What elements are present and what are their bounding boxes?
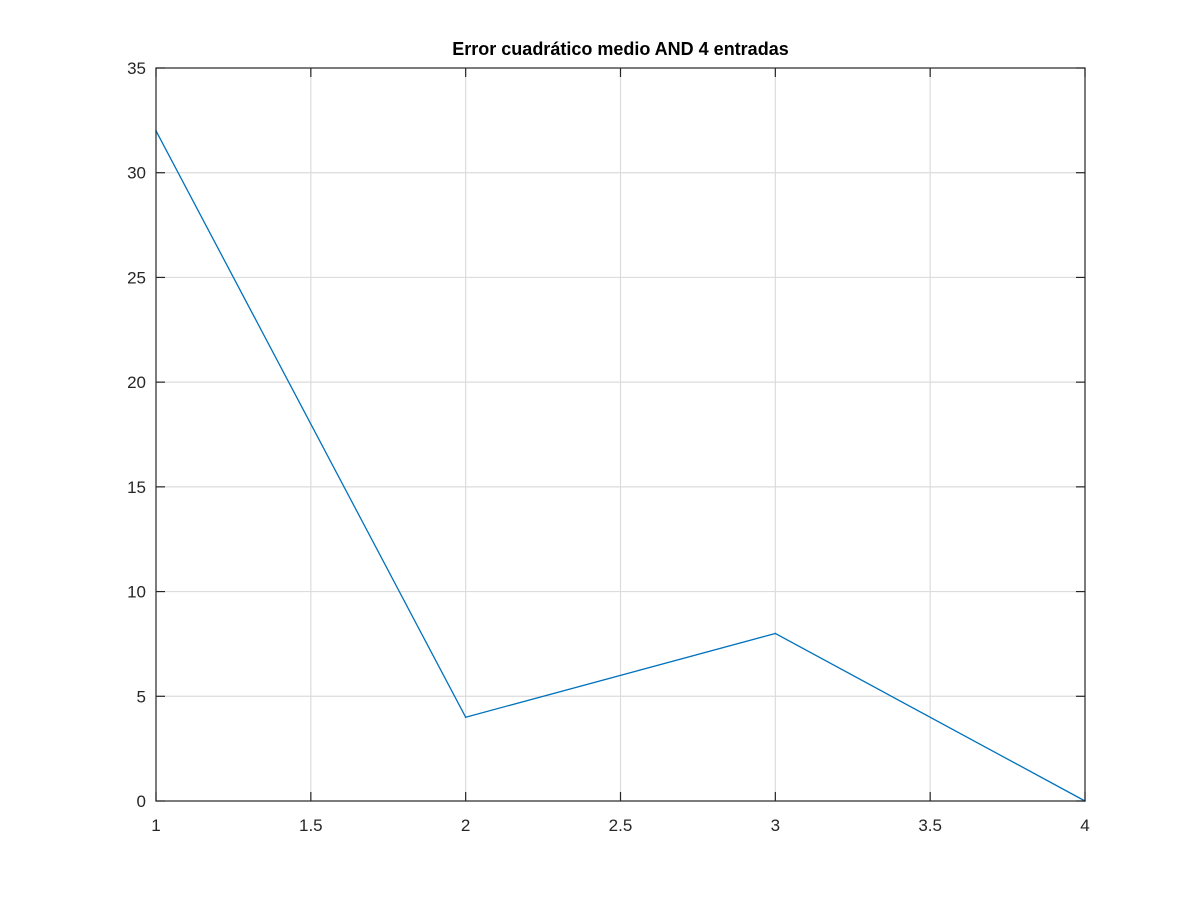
data-point — [464, 716, 467, 719]
x-tick-label: 4 — [1080, 816, 1089, 835]
y-tick-label: 10 — [127, 583, 146, 602]
x-tick-label: 3 — [771, 816, 780, 835]
y-tick-label: 5 — [137, 687, 146, 706]
y-tick-label: 0 — [137, 792, 146, 811]
x-tick-label: 2.5 — [609, 816, 633, 835]
data-point — [774, 632, 777, 635]
x-tick-labels: 1 1.5 2 2.5 3 3.5 4 — [151, 816, 1089, 835]
y-tick-labels: 0 5 10 15 20 25 30 35 — [127, 59, 146, 811]
x-tick-label: 3.5 — [918, 816, 942, 835]
x-tick-label: 2 — [461, 816, 470, 835]
y-tick-label: 30 — [127, 164, 146, 183]
y-tick-label: 35 — [127, 59, 146, 78]
chart-title: Error cuadrático medio AND 4 entradas — [452, 39, 788, 59]
grid — [156, 68, 1085, 801]
y-tick-label: 15 — [127, 478, 146, 497]
y-tick-label: 20 — [127, 373, 146, 392]
ticks — [155, 67, 1086, 802]
x-tick-label: 1 — [151, 816, 160, 835]
series-line-0 — [155, 130, 1086, 802]
x-tick-label: 1.5 — [299, 816, 323, 835]
y-tick-label: 25 — [127, 268, 146, 287]
